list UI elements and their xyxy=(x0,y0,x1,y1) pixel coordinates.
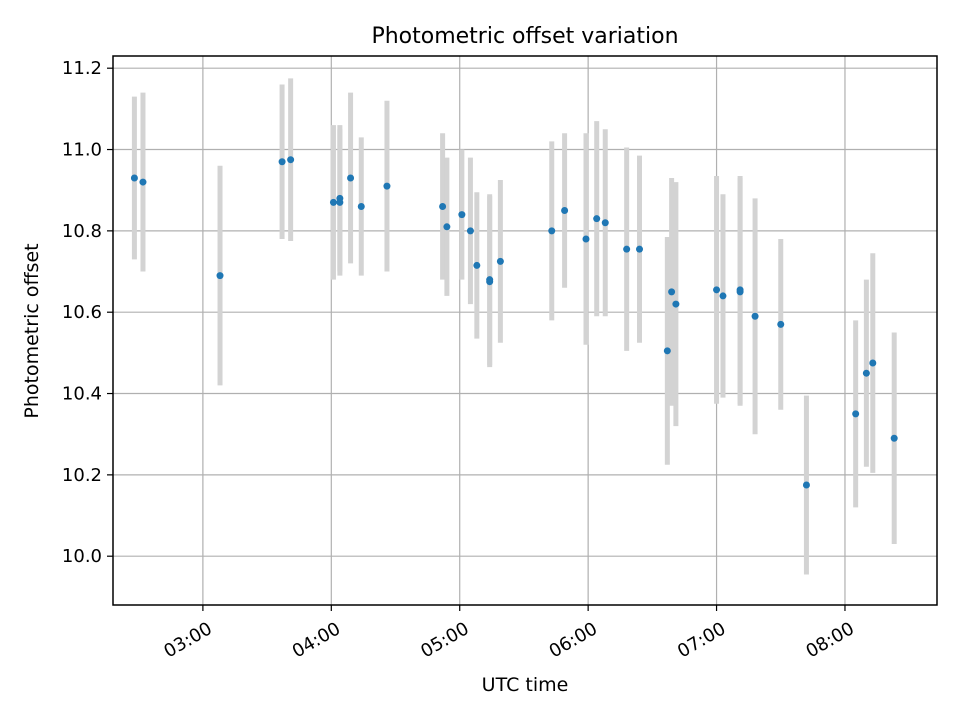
x-axis-title: UTC time xyxy=(482,674,569,696)
data-point xyxy=(473,261,481,269)
data-point xyxy=(672,300,680,308)
data-point xyxy=(623,245,631,253)
data-point xyxy=(139,178,147,186)
data-point xyxy=(466,227,474,235)
data-point xyxy=(439,202,447,210)
y-tick-label: 10.2 xyxy=(62,465,102,486)
data-point xyxy=(561,207,569,215)
data-point xyxy=(336,198,344,206)
data-point xyxy=(357,202,365,210)
y-tick-label: 10.0 xyxy=(62,546,102,567)
data-point xyxy=(802,481,810,489)
data-point xyxy=(668,288,676,296)
data-point xyxy=(347,174,355,182)
data-point xyxy=(216,272,224,280)
data-point xyxy=(636,245,644,253)
data-point xyxy=(663,347,671,355)
data-point xyxy=(443,223,451,231)
data-point xyxy=(593,215,601,223)
data-point xyxy=(287,156,295,164)
data-point xyxy=(496,257,504,265)
data-point xyxy=(890,434,898,442)
data-point xyxy=(713,286,721,294)
data-point xyxy=(862,369,870,377)
data-point xyxy=(458,211,466,219)
data-point xyxy=(719,292,727,300)
data-point xyxy=(278,158,286,166)
y-tick-label: 11.2 xyxy=(62,58,102,79)
data-point xyxy=(601,219,609,227)
data-point xyxy=(869,359,877,367)
data-point xyxy=(329,198,337,206)
data-point xyxy=(852,410,860,418)
chart-title: Photometric offset variation xyxy=(371,24,678,49)
data-point xyxy=(130,174,138,182)
data-point xyxy=(548,227,556,235)
y-axis-title: Photometric offset xyxy=(21,243,43,418)
data-point xyxy=(751,312,759,320)
plot-frame xyxy=(112,55,938,606)
data-point xyxy=(486,278,494,286)
y-tick-label: 11.0 xyxy=(62,140,102,161)
y-tick-label: 10.6 xyxy=(62,302,102,323)
data-point xyxy=(777,320,785,328)
y-tick-label: 10.4 xyxy=(62,384,102,405)
data-point xyxy=(736,288,744,296)
data-point xyxy=(383,182,391,190)
data-point xyxy=(582,235,590,243)
y-tick-label: 10.8 xyxy=(62,221,102,242)
